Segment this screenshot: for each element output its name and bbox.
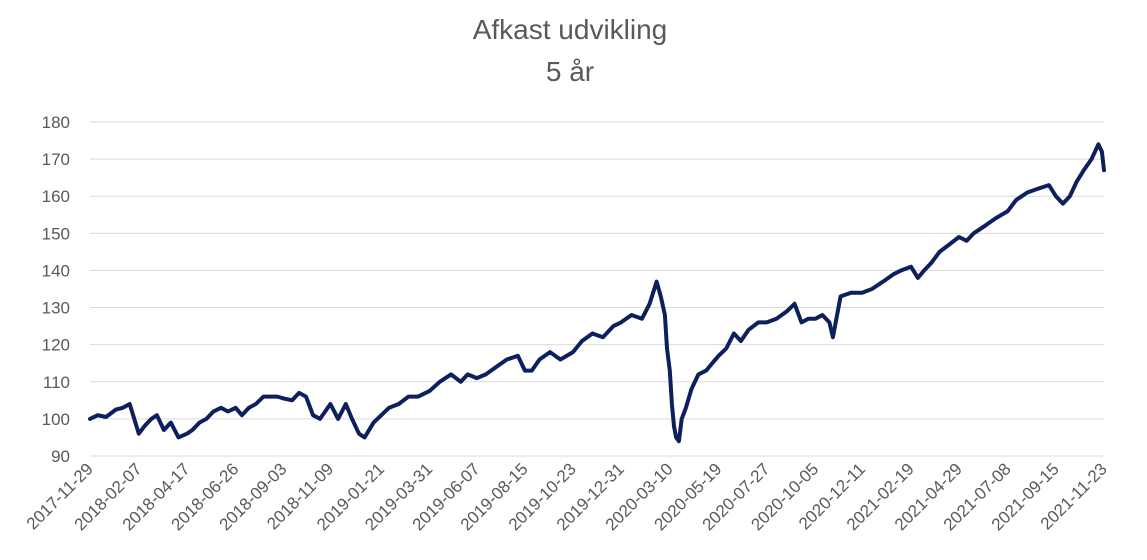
y-tick-label: 100 (42, 410, 70, 429)
y-tick-label: 120 (42, 336, 70, 355)
y-tick-label: 170 (42, 150, 70, 169)
chart-subtitle: 5 år (545, 56, 595, 87)
y-tick-label: 140 (42, 261, 70, 280)
y-tick-label: 130 (42, 299, 70, 318)
chart-title: Afkast udvikling (472, 14, 668, 45)
gridlines (90, 121, 1104, 457)
y-tick-label: 110 (43, 373, 70, 392)
series-layer (88, 142, 1106, 444)
y-tick-label: 150 (42, 224, 70, 243)
series-line-0 (88, 142, 1106, 444)
y-tick-label: 90 (51, 447, 70, 466)
x-axis-ticks: 2017-11-292018-02-072018-04-172018-06-26… (23, 459, 1111, 534)
y-tick-label: 180 (42, 113, 70, 132)
y-tick-label: 160 (42, 187, 70, 206)
y-axis-ticks: 90 100 110 120 130 140 150 160 170 180 (42, 113, 70, 466)
